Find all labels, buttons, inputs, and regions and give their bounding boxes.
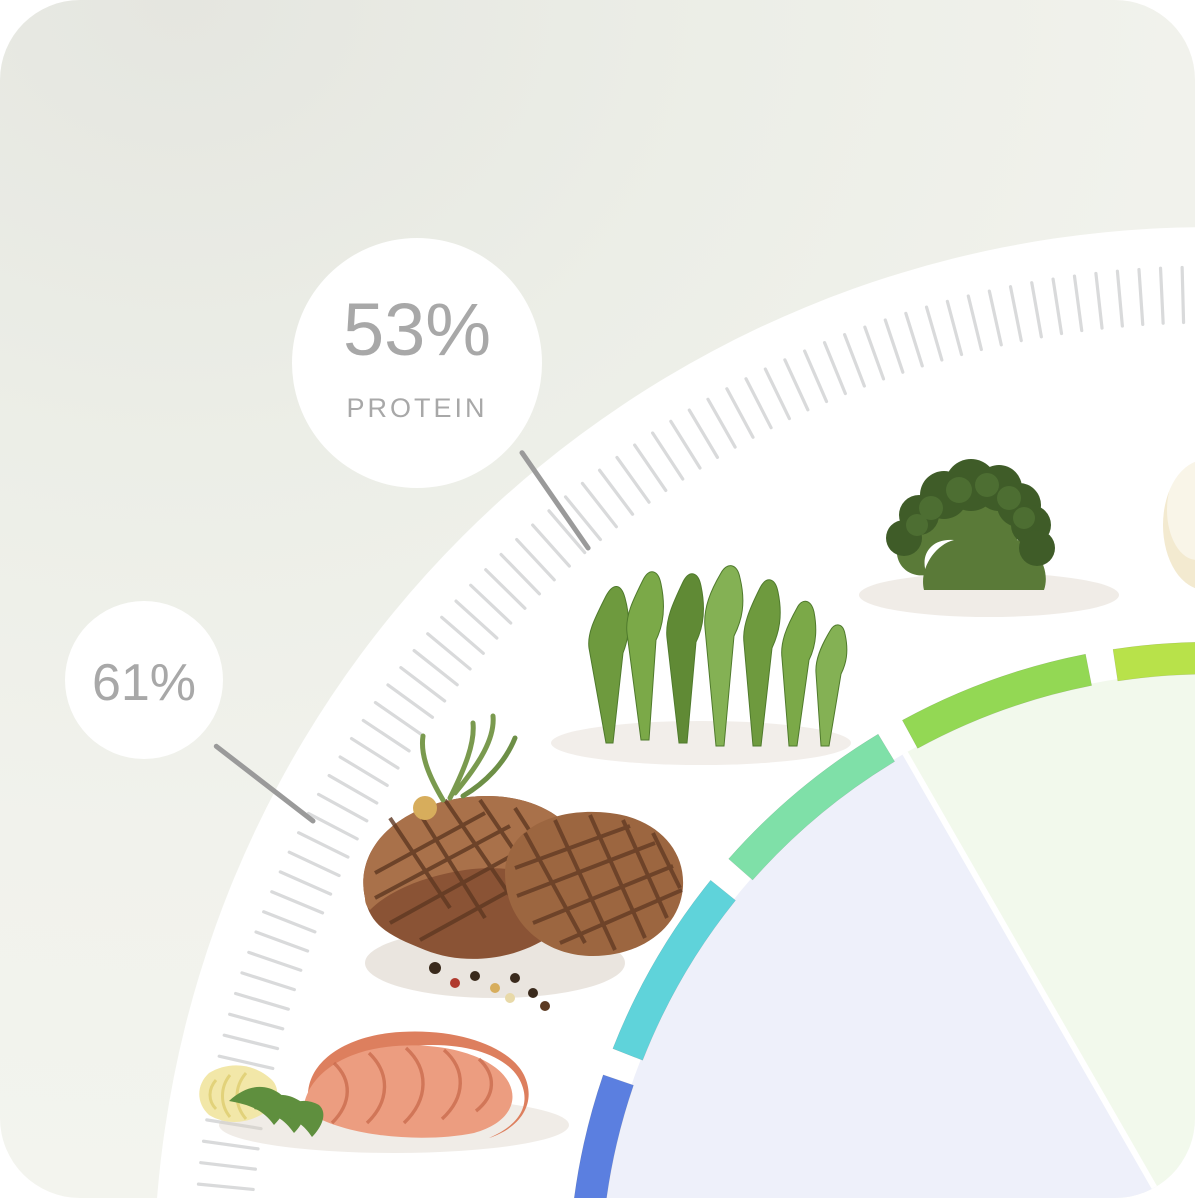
svg-text:PROTEIN: PROTEIN [346,393,487,423]
svg-text:53%: 53% [343,288,491,371]
svg-text:61%: 61% [92,654,196,712]
